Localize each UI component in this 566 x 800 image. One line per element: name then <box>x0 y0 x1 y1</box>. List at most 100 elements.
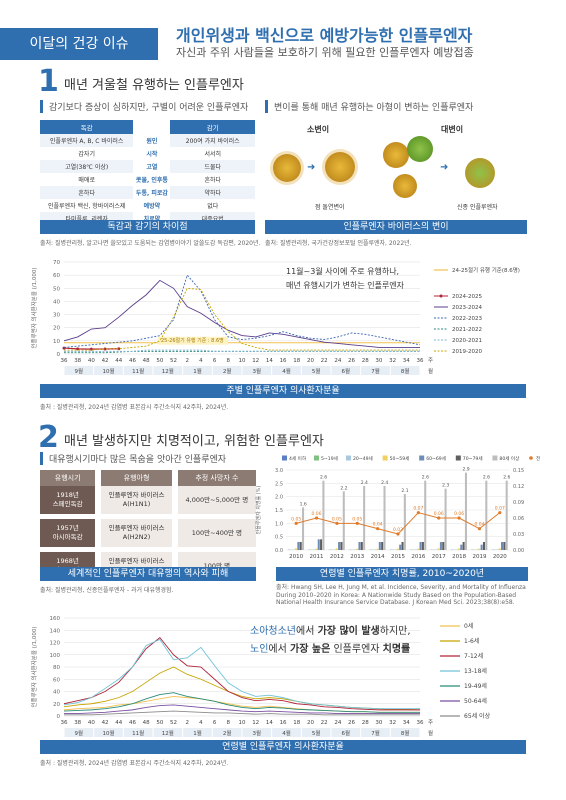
month-cell <box>123 728 153 737</box>
bar <box>401 542 404 550</box>
x-tick-label: 16 <box>280 720 287 726</box>
total-label: 0.06 <box>312 511 322 517</box>
table-row: 인플루엔자 백신, 항바이러스제 예방약 없다 <box>40 199 255 212</box>
data-label: 2.6 <box>503 475 510 481</box>
month-label: 2월 <box>223 729 232 737</box>
bar <box>335 548 338 550</box>
bar <box>299 542 302 550</box>
x-tick-label: 8 <box>227 720 231 726</box>
series-line <box>63 638 420 710</box>
x-tick-label: 26 <box>348 720 355 726</box>
x-tick-label: 50 <box>156 720 163 726</box>
cold-cell: 약하다 <box>170 186 255 199</box>
legend-label: 4세 이하 <box>289 455 307 462</box>
page-subtitle: 자신과 주위 사람들을 보호하기 위해 필요한 인플루엔자 예방접종 <box>176 46 474 59</box>
bar <box>437 548 440 550</box>
legend-label: 2021-2022 <box>452 327 482 333</box>
month-label: 11월 <box>132 367 144 375</box>
y2-tick-label: 0.15 <box>513 468 524 474</box>
data-label: 2.1 <box>401 488 408 494</box>
bar <box>455 549 458 550</box>
x-tick-label: 16 <box>280 358 287 364</box>
legend-label: 50-64세 <box>464 697 487 705</box>
cold-header: 감기 <box>170 120 255 134</box>
data-label: 2.4 <box>361 480 368 486</box>
flu-cell: 인플루엔자 백신, 항바이러스제 <box>40 199 134 212</box>
y-tick-label: 60 <box>53 273 60 279</box>
month-cell <box>361 366 390 375</box>
x-tick-label: 38 <box>74 358 81 364</box>
section1-right-caption: 인플루엔자 바이러스의 변이 <box>265 220 527 234</box>
data-label: 2.6 <box>320 475 327 481</box>
month-label: 6월 <box>342 367 351 375</box>
type-cell: 인플루엔자 바이러스 A(H2N2) <box>101 519 173 547</box>
x-tick-label: 2017 <box>432 554 446 560</box>
section1-title: 매년 겨울철 유행하는 인플루엔자 <box>64 78 244 93</box>
legend-marker <box>439 294 443 298</box>
month-label: 11월 <box>132 729 144 737</box>
section1-left-heading: 감기보다 증상이 심하지만, 구별이 어려운 인플루엔자 <box>40 100 248 113</box>
x-tick-label: 18 <box>293 358 300 364</box>
x-tick-label: 20 <box>307 358 314 364</box>
section2-left-caption: 세계적인 인플루엔자 대유행의 역사와 피해 <box>40 567 256 581</box>
legend-label: 20~49세 <box>353 455 373 462</box>
y-tick-label: 120 <box>50 641 61 647</box>
week-unit: 주 <box>428 719 433 726</box>
table-row: 1918년 스페인독감 인플루엔자 바이러스 A(H1N1) 4,000만~5,00… <box>40 486 256 514</box>
x-tick-label: 18 <box>293 720 300 726</box>
x-tick-label: 24 <box>334 358 341 364</box>
new-virus-icon <box>465 158 495 188</box>
bar <box>378 542 381 550</box>
month-cell <box>64 366 94 375</box>
data-label: 2.2 <box>340 485 347 491</box>
bar <box>396 548 399 550</box>
month-cell <box>301 366 331 375</box>
category-cell: 원인 <box>133 134 171 147</box>
legend-label: 65세 이상 <box>464 712 491 720</box>
y-tick-label: 100 <box>50 653 61 659</box>
month-label: 1월 <box>193 367 202 375</box>
month-cell <box>361 728 390 737</box>
bar <box>353 549 356 550</box>
flu-cell: 갑자기 <box>40 147 134 160</box>
month-cell <box>153 366 183 375</box>
month-label: 1월 <box>193 729 202 737</box>
bar <box>338 542 341 550</box>
legend-label: 13-18세 <box>464 667 487 675</box>
cold-cell: 흔하다 <box>170 173 255 186</box>
x-tick-label: 2 <box>185 720 189 726</box>
chart1-caption: 주별 인플루엔자 의사환자분율 <box>40 384 526 398</box>
y-tick-label: 2.0 <box>275 495 283 501</box>
category-cell: 예방약 <box>133 199 171 212</box>
bar <box>485 480 488 550</box>
chart3-annotation-2: 노인에서 가장 높은 인플루엔자 치명률 <box>250 644 411 655</box>
x-tick-label: 2010 <box>289 554 303 560</box>
month-label: 7월 <box>371 729 380 737</box>
x-tick-label: 32 <box>389 720 396 726</box>
table-row: 1957년 아시아독감 인플루엔자 바이러스 A(H2N2) 100만~400만 명 <box>40 519 256 547</box>
bar <box>500 542 504 550</box>
total-label: 0.03 <box>393 527 403 533</box>
bar <box>399 544 402 550</box>
bar <box>394 549 397 550</box>
point-mutation-label: 점 돌연변이 <box>315 204 345 211</box>
mortality-chart: 인플루엔자 치명률 (%) 0.0 0.5 1.0 1.5 2.0 2.5 3.0 0.00 0.… <box>255 455 540 560</box>
bar <box>374 549 377 550</box>
x-tick-label: 48 <box>143 720 150 726</box>
bar <box>358 542 361 550</box>
x-tick-label: 44 <box>115 358 122 364</box>
legend-swatch <box>419 455 425 461</box>
x-tick-label: 38 <box>74 720 81 726</box>
y-tick-label: 0.5 <box>275 535 283 541</box>
epi-note-box <box>158 336 228 345</box>
total-label: 0.04 <box>373 522 383 528</box>
weekly-ili-chart: 인플루엔자 의사환자분율 (/1,000) 0 10 20 30 40 50 60 70 25-2… <box>30 260 520 375</box>
chart3-source: 출처 : 질병관리청, 2024년 감염병 표본감시 주간소식지 42주차, 2… <box>40 760 229 767</box>
total-label: 0.05 <box>332 516 342 522</box>
virus-a-icon <box>383 142 409 168</box>
virus-icon <box>273 154 301 182</box>
series-line <box>64 349 420 352</box>
col-period-header: 유행시기 <box>40 470 96 486</box>
bar <box>317 539 320 550</box>
month-cell <box>94 728 123 737</box>
